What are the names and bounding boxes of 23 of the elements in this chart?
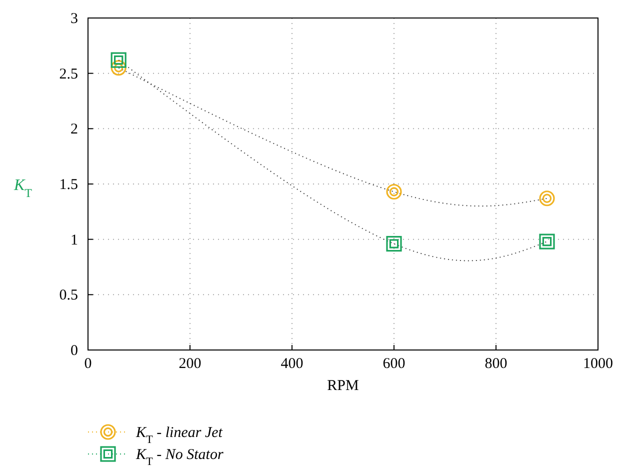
y-tick-label: 0 — [70, 343, 78, 359]
legend-label: K$_{T}$ - No Stator — [135, 447, 224, 468]
x-tick-label: 1000 — [583, 356, 613, 372]
x-tick-label: 600 — [382, 356, 406, 372]
y-tick-label: 2.5 — [59, 66, 78, 82]
point — [110, 52, 126, 68]
x-axis-title: RPM — [327, 378, 359, 394]
legend-label: K$_{T}$ - linear Jet — [135, 425, 224, 446]
x-tick-label: 0 — [84, 356, 92, 372]
x-tick-label: 200 — [178, 356, 202, 372]
point — [539, 190, 555, 206]
y-tick-label: 1 — [70, 232, 78, 248]
point — [110, 60, 126, 76]
y-tick-label: 2 — [70, 122, 78, 138]
y-axis-title: K$_{T}$ — [13, 177, 33, 200]
y-tick-label: 3 — [70, 11, 78, 27]
point — [386, 236, 402, 252]
x-tick-label: 800 — [484, 356, 508, 372]
x-tick-label: 400 — [280, 356, 304, 372]
point — [386, 184, 402, 200]
y-tick-label: 1.5 — [59, 177, 78, 193]
point — [539, 234, 555, 250]
y-tick-label: 0.5 — [59, 288, 78, 304]
